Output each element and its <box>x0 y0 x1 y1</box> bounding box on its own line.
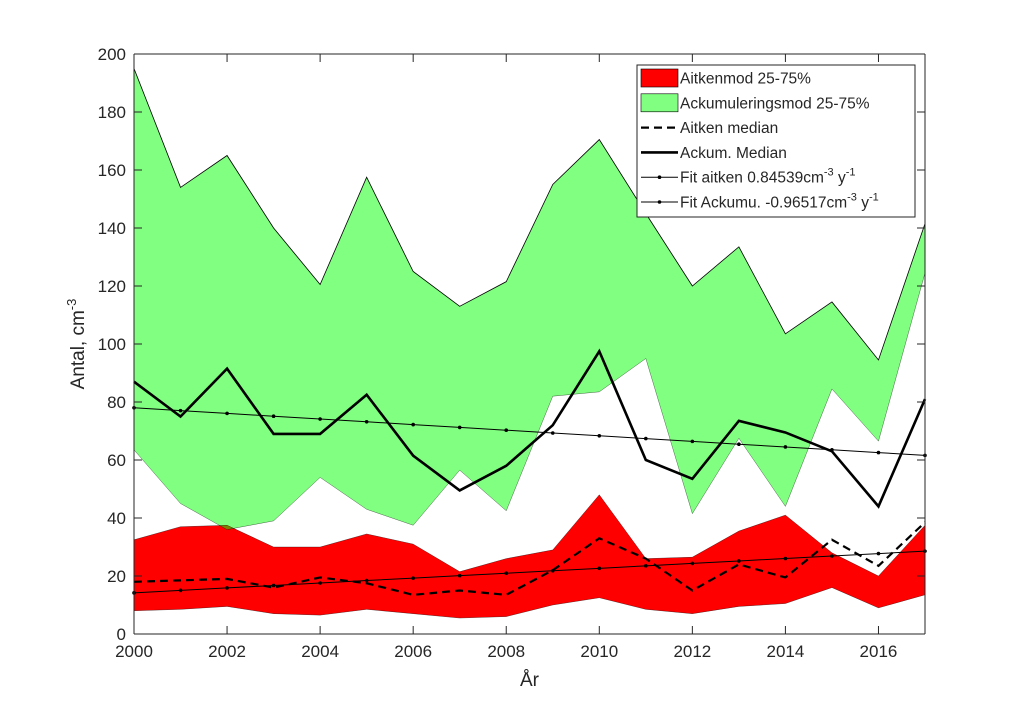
fit-ackumu-point <box>457 425 462 430</box>
x-tick-label: 2012 <box>673 642 711 661</box>
legend-label-sup: -3 <box>824 167 834 179</box>
fit-aitken-point <box>830 554 834 558</box>
y-tick-label: 100 <box>98 335 126 354</box>
legend-label-text: Aitken median <box>680 120 778 137</box>
fit-ackumu-point <box>644 436 648 441</box>
fit-aitken-point <box>411 576 415 580</box>
fit-ackumu-line <box>133 407 926 456</box>
legend-entry-label: Fit aitken 0.84539cm-3 y-1 <box>680 167 856 187</box>
y-tick-label: 40 <box>107 509 126 528</box>
fit-ackumu-point <box>318 417 322 421</box>
x-tick-label: 2000 <box>115 642 153 661</box>
y-tick-label: 160 <box>98 161 126 180</box>
legend-entry-label: Ackumuleringsmod 25-75% <box>680 95 870 112</box>
accumulation-band-upper-edge <box>133 68 926 361</box>
y-tick-label: 20 <box>107 567 126 586</box>
fit-ackumu-point <box>690 439 695 444</box>
legend-entry-label: Fit Ackumu. -0.96517cm-3 y-1 <box>680 192 879 212</box>
fit-aitken-point <box>644 564 648 568</box>
y-tick-label: 120 <box>98 277 126 296</box>
y-tick-label: 180 <box>98 103 126 122</box>
fit-ackumu-point <box>876 450 881 455</box>
legend-box <box>636 64 916 218</box>
aitken-band-upper-edge <box>133 494 926 577</box>
fit-aitken-point <box>504 571 509 576</box>
fit-ackumu-point <box>783 445 788 449</box>
accum-median-line <box>133 348 927 509</box>
fit-ackumu-point <box>271 414 276 419</box>
fit-aitken-point <box>690 561 695 566</box>
x-tick-label: 2010 <box>580 642 618 661</box>
aitken-median-line <box>133 521 926 596</box>
fit-ackumu-point <box>550 431 555 435</box>
y-tick-label: 200 <box>98 45 126 64</box>
fit-aitken-point <box>597 566 602 571</box>
fit-ackumu-point <box>597 433 602 438</box>
aitken-band-lower-edge <box>133 587 926 619</box>
fit-ackumu-point <box>364 420 369 424</box>
x-tick-label: 2008 <box>487 642 525 661</box>
legend-label-mid: y <box>834 170 846 187</box>
legend-swatch <box>640 68 679 88</box>
fit-aitken-point <box>457 573 462 578</box>
legend-label-text: Aitkenmod 25-75% <box>680 71 811 88</box>
legend-entry-label: Aitkenmod 25-75% <box>680 71 811 88</box>
x-tick-label: 2002 <box>208 642 246 661</box>
x-axis-label: År <box>520 670 540 691</box>
y-tick-label: 140 <box>98 219 126 238</box>
fit-ackumu-point <box>225 411 229 416</box>
fit-aitken-point <box>783 556 788 561</box>
x-tick-label: 2006 <box>394 642 432 661</box>
fit-aitken-point <box>225 586 229 590</box>
fit-ackumu-point <box>178 408 183 413</box>
aitken-band <box>134 494 925 619</box>
y-axis-label: Antal, cm-3 <box>64 299 89 390</box>
legend-key-marker <box>657 175 662 179</box>
y-axis-label-text: Antal, cm <box>68 310 89 389</box>
fit-aitken-point <box>364 578 369 583</box>
fit-aitken-point <box>318 581 322 585</box>
x-tick-label: 2014 <box>766 642 804 661</box>
fit-ackumu-point <box>504 428 509 432</box>
legend: Aitkenmod 25-75% Ackumuleringsmod 25-75% A… <box>636 64 916 218</box>
legend-entry-label: Ackum. Median <box>680 145 787 162</box>
y-tick-label: 60 <box>107 451 126 470</box>
fit-ackumu-point <box>411 422 415 427</box>
axes: 2000 2002 2004 2006 2008 2010 2012 2014 2016 0 20 4… <box>64 45 926 691</box>
legend-label-mid: y <box>857 195 869 212</box>
fit-aitken-point <box>876 551 881 556</box>
x-tick-label: 2016 <box>860 642 898 661</box>
y-tick-label: 0 <box>117 625 126 644</box>
legend-label-text: Ackum. Median <box>680 145 787 162</box>
fit-aitken-point <box>178 588 183 593</box>
y-tick-label: 80 <box>107 393 126 412</box>
legend-key-marker <box>657 200 662 204</box>
accumulation-band <box>134 68 925 530</box>
legend-entry-label: Aitken median <box>680 120 778 137</box>
fit-aitken-point <box>271 583 276 588</box>
y-axis-label-superscript: -3 <box>64 299 79 311</box>
fit-ackumu-point <box>737 442 741 446</box>
legend-label-sup: -3 <box>847 192 857 204</box>
legend-label-text: Fit aitken 0.84539cm <box>680 170 824 187</box>
legend-swatch <box>640 93 679 113</box>
fit-aitken-point <box>737 559 741 563</box>
x-tick-label: 2004 <box>301 642 339 661</box>
accumulation-band-lower-edge <box>133 272 926 530</box>
legend-label-sup: -1 <box>869 192 879 204</box>
legend-label-sup: -1 <box>846 167 856 179</box>
legend-label-text: Ackumuleringsmod 25-75% <box>680 95 870 112</box>
legend-label-text: Fit Ackumu. -0.96517cm <box>680 195 847 212</box>
